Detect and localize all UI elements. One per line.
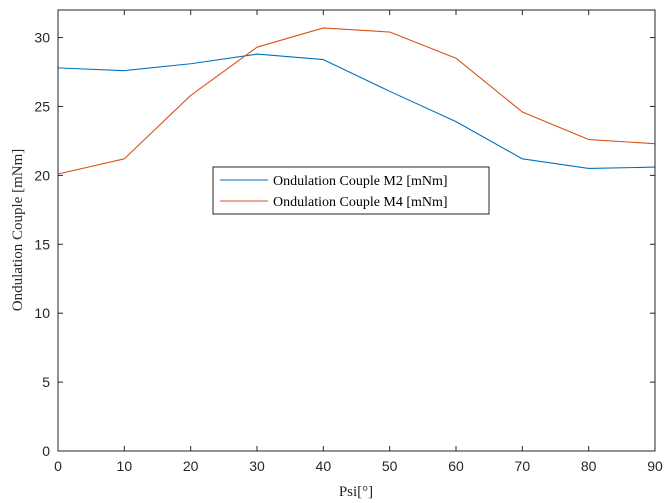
plot-frame xyxy=(57,9,656,452)
y-tick-label: 30 xyxy=(34,30,50,46)
plot-area xyxy=(58,10,655,451)
x-tick-label: 60 xyxy=(448,458,464,474)
series-line-m4 xyxy=(57,27,656,175)
y-tick-label: 25 xyxy=(34,98,50,114)
x-tick-label: 90 xyxy=(647,458,663,474)
legend-box xyxy=(212,166,490,215)
y-axis-label: Ondulation Couple [mNm] xyxy=(10,149,26,311)
x-tick-label: 50 xyxy=(382,458,398,474)
x-axis-label: Psi[°] xyxy=(339,484,373,500)
y-tick-label: 0 xyxy=(42,443,50,459)
legend-label-m4: Ondulation Couple M4 [mNm] xyxy=(273,195,448,210)
series-line-m2 xyxy=(57,53,656,170)
legend-label-m2: Ondulation Couple M2 [mNm] xyxy=(273,174,448,189)
series-layer xyxy=(57,27,656,175)
legend: Ondulation Couple M2 [mNm] Ondulation Co… xyxy=(212,166,490,215)
x-tick-label: 10 xyxy=(117,458,133,474)
x-tick-label: 40 xyxy=(316,458,332,474)
x-tick-label: 70 xyxy=(515,458,531,474)
y-tick-label: 10 xyxy=(34,305,50,321)
x-tick-label: 30 xyxy=(249,458,265,474)
x-tick-label: 20 xyxy=(183,458,199,474)
y-tick-label: 5 xyxy=(42,374,50,390)
y-tick-label: 20 xyxy=(34,167,50,183)
y-tick-label: 15 xyxy=(34,236,50,252)
x-ticks: 0 10 20 30 40 50 60 70 80 90 xyxy=(54,10,663,474)
x-tick-label: 80 xyxy=(581,458,597,474)
x-tick-label: 0 xyxy=(54,458,62,474)
